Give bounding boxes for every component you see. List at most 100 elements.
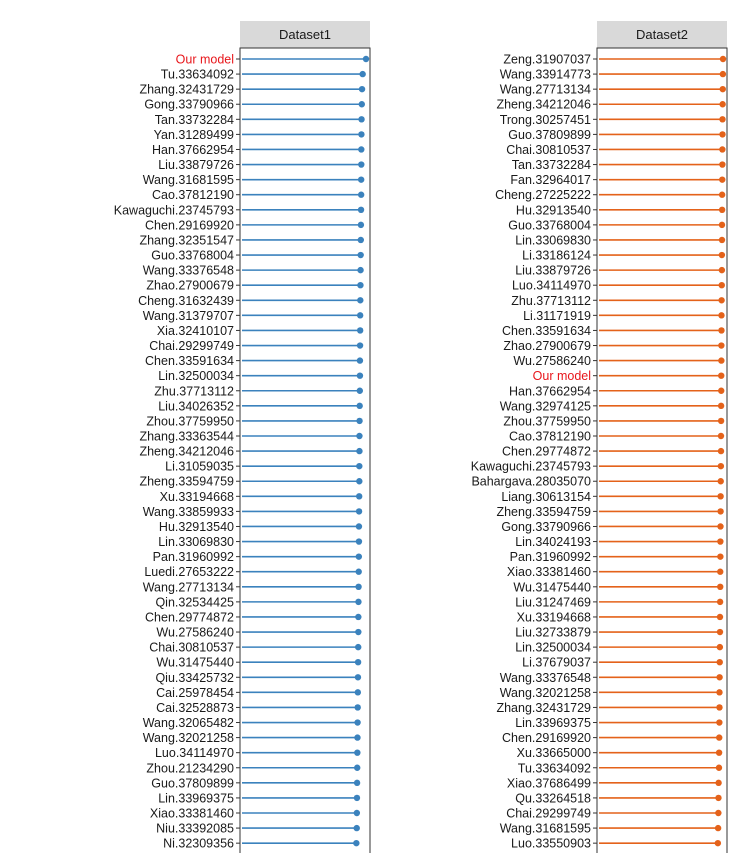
y-tick-label: Xiao.37686499 <box>507 776 591 790</box>
lollipop-dot <box>718 327 725 334</box>
lollipop-dot <box>353 824 360 832</box>
lollipop-dot <box>717 478 724 485</box>
lollipop-dot <box>355 643 362 651</box>
panel-title: Dataset1 <box>279 27 331 42</box>
y-tick-label: Wang.27713134 <box>500 83 591 97</box>
y-tick-label: Lin.32500034 <box>515 641 591 655</box>
lollipop-dot <box>716 659 723 666</box>
y-tick-label: Guo.33768004 <box>508 218 591 232</box>
y-tick-label: Li.33186124 <box>522 249 591 263</box>
lollipop-dot <box>718 372 725 379</box>
y-tick-label: Chai.30810537 <box>506 143 591 157</box>
lollipop-dot <box>357 282 364 289</box>
lollipop-dot <box>353 839 360 847</box>
y-tick-label: Zheng.34212046 <box>496 98 591 112</box>
lollipop-dot <box>353 794 361 802</box>
y-tick-label: Wang.32065482 <box>143 716 234 730</box>
panel-1: Dataset1 Our modelTu.33634092Zhang.324317… <box>114 21 371 853</box>
lollipop-dot <box>354 659 362 666</box>
y-tick-label: Ni.32309356 <box>163 837 234 851</box>
lollipop-dot <box>715 779 722 787</box>
lollipop-dot <box>717 493 724 500</box>
lollipop-dot <box>715 794 722 802</box>
lollipop-dot <box>356 312 364 319</box>
lollipop-dot <box>356 478 363 485</box>
lollipop-dot <box>718 266 726 274</box>
lollipop-dot <box>357 176 365 183</box>
lollipop-dot <box>714 839 722 847</box>
lollipop-dot <box>718 357 725 364</box>
lollipop-dot <box>353 779 361 787</box>
y-tick-label: Lin.32500034 <box>158 369 234 383</box>
lollipop-dot <box>718 251 726 259</box>
lollipop-dot <box>356 417 363 425</box>
y-tick-label: Wang.31681595 <box>143 173 234 187</box>
y-tick-label: Tan.33732284 <box>155 113 234 127</box>
y-tick-label: Lin.33969375 <box>158 791 234 805</box>
y-tick-label: Wang.32021258 <box>143 731 234 745</box>
y-tick-label: Wang.33914773 <box>500 68 591 82</box>
y-tick-label: Wu.27586240 <box>156 626 234 640</box>
y-tick-label: Zeng.31907037 <box>503 53 591 67</box>
lollipop-dot <box>715 749 723 756</box>
y-tick-label: Chai.29299749 <box>506 807 591 821</box>
y-tick-label: Zheng.34212046 <box>139 445 234 459</box>
y-tick-label: Lin.34024193 <box>515 535 591 549</box>
y-tick-label: Luo.34114970 <box>512 279 591 293</box>
lollipop-dot <box>356 432 363 440</box>
lollipop-dot <box>355 628 362 636</box>
lollipop-dot <box>719 85 726 93</box>
y-tick-label: Luo.33550903 <box>511 837 591 851</box>
lollipop-dot <box>359 70 366 78</box>
y-tick-label: Wang.33376548 <box>143 264 234 278</box>
y-tick-label: Wang.27713134 <box>143 580 234 594</box>
lollipop-dot <box>716 719 723 726</box>
y-tick-label: Xu.33194668 <box>160 490 234 504</box>
lollipop-dot <box>357 236 365 244</box>
lollipop-dot <box>358 116 365 123</box>
y-tick-label: Wang.32974125 <box>500 399 591 413</box>
y-tick-label: Niu.33392085 <box>156 822 234 836</box>
lollipop-dot <box>355 508 363 515</box>
lollipop-dot <box>719 55 727 63</box>
y-tick-label: Zhou.37759950 <box>503 414 591 428</box>
y-tick-label: Wang.33376548 <box>500 671 591 685</box>
lollipop-dot <box>719 146 726 153</box>
lollipop-dot <box>717 447 725 455</box>
y-tick-label: Qiu.33425732 <box>155 671 234 685</box>
y-tick-label: Wu.31475440 <box>513 580 591 594</box>
lollipop-dot <box>714 824 722 832</box>
y-tick-label: Wang.33859933 <box>143 505 234 519</box>
lollipop-dot <box>717 432 725 440</box>
y-tick-label: Qin.32534425 <box>155 595 234 609</box>
y-tick-label: Cai.25978454 <box>156 686 234 700</box>
y-tick-label: Guo.33768004 <box>151 249 234 263</box>
lollipop-dot <box>354 689 362 696</box>
lollipop-dot <box>356 357 364 364</box>
lollipop-dot <box>718 221 726 229</box>
lollipop-dot <box>357 297 364 304</box>
lollipop-dot <box>355 598 362 606</box>
y-tick-label: Han.37662954 <box>152 143 234 157</box>
lollipop-dot <box>719 176 726 183</box>
lollipop-dot <box>358 161 365 168</box>
panel-border <box>596 47 728 853</box>
y-tick-label: Liu.32733879 <box>515 626 591 640</box>
y-tick-label: Zhou.37759950 <box>146 414 234 428</box>
y-tick-label: Xia.32410107 <box>157 324 234 338</box>
y-tick-label: Kawaguchi.23745793 <box>471 460 591 474</box>
lollipop-dot <box>716 613 724 621</box>
lollipop-dot <box>718 206 726 213</box>
lollipop-dot <box>717 417 725 425</box>
lollipop-dot <box>358 85 366 93</box>
lollipop-dot <box>718 191 726 198</box>
lollipop-dot <box>357 191 365 198</box>
lollipop-dot <box>355 553 363 560</box>
y-tick-label: Lin.33969375 <box>515 716 591 730</box>
y-tick-label: Wang.31681595 <box>500 822 591 836</box>
y-tick-label: Zhang.33363544 <box>139 430 234 444</box>
y-tick-label: Chen.29169920 <box>145 218 234 232</box>
lollipop-dot <box>718 342 725 349</box>
lollipop-dot <box>716 734 723 741</box>
